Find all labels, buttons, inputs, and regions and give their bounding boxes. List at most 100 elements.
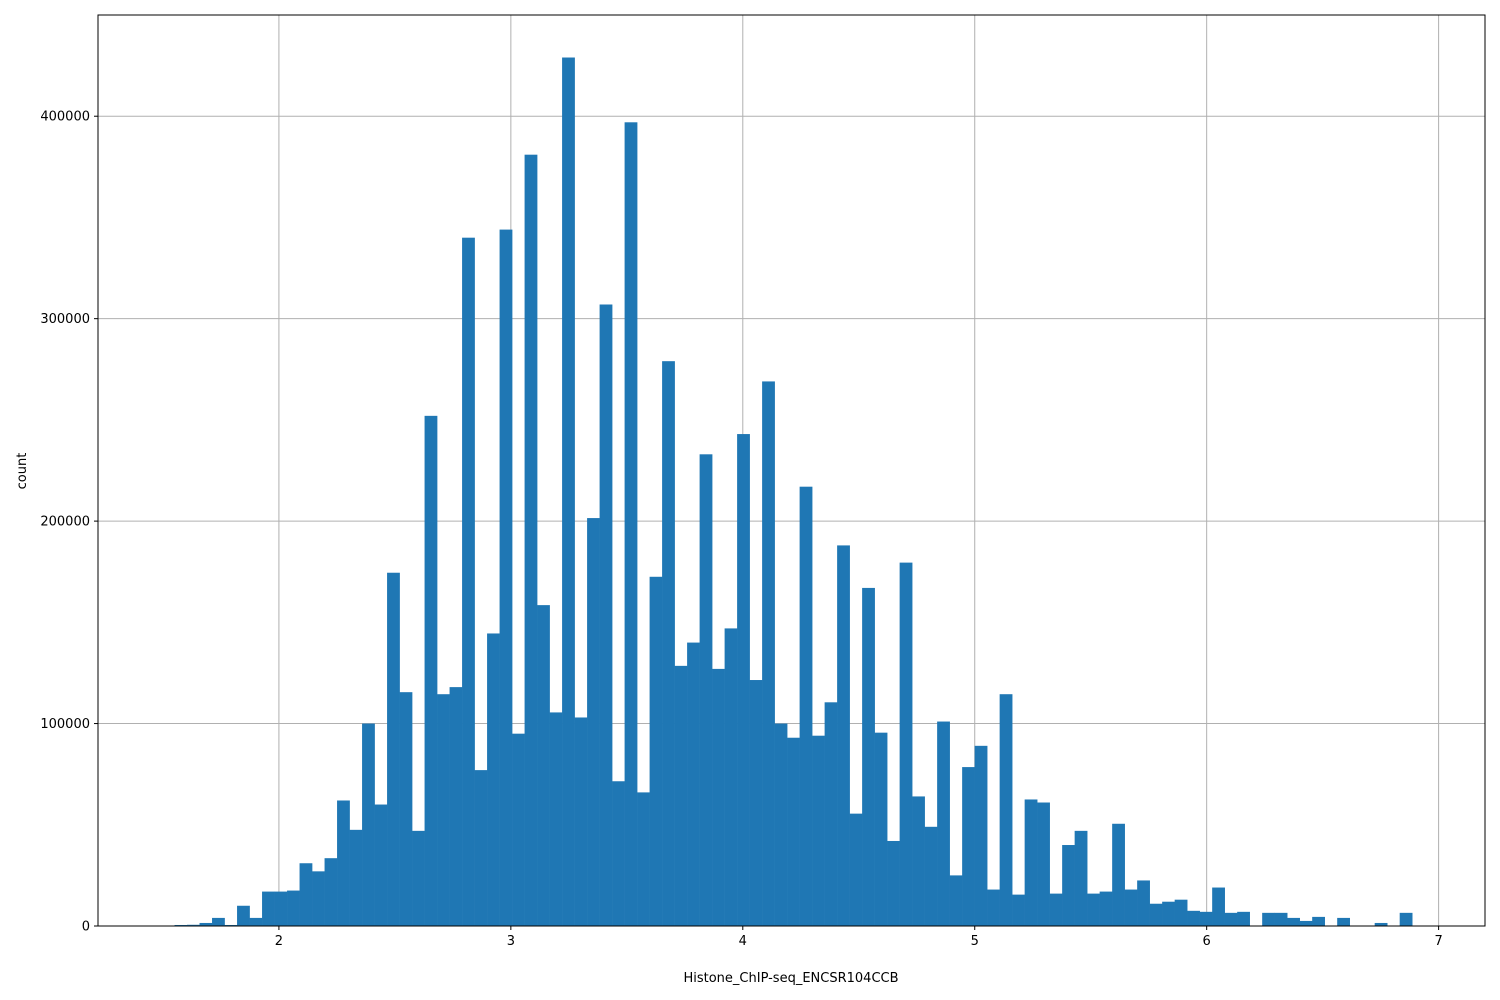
histogram-bar [624, 122, 638, 927]
histogram-bar [674, 665, 688, 926]
histogram-bar [1299, 920, 1313, 926]
x-tick-label: 4 [739, 934, 747, 949]
histogram-bar [662, 361, 675, 926]
histogram-bar [362, 723, 375, 926]
histogram-bar [1112, 823, 1125, 926]
histogram-bar [962, 767, 975, 926]
histogram-bar [1212, 887, 1225, 926]
histogram-bar [837, 545, 850, 926]
histogram-bar [699, 454, 713, 926]
histogram-bar [1374, 922, 1388, 926]
histogram-bar [562, 57, 575, 927]
histogram-bar [649, 576, 663, 926]
histogram-bar [1074, 830, 1088, 926]
histogram-bar [537, 605, 550, 926]
histogram-bar [1024, 799, 1038, 926]
histogram-bar [1224, 912, 1238, 926]
x-axis-ticks: 2 3 4 5 6 7 [275, 926, 1443, 949]
histogram-bar [724, 628, 738, 926]
histogram-bar [937, 721, 950, 926]
histogram-bar [1199, 911, 1213, 926]
x-tick-label: 7 [1434, 934, 1442, 949]
x-axis-label: Histone_ChIP-seq_ENCSR104CCB [683, 971, 898, 986]
x-tick-label: 6 [1203, 934, 1211, 949]
histogram-bar [549, 712, 563, 926]
histogram-bar [337, 800, 350, 926]
histogram-bar [987, 889, 1000, 926]
histogram-bar [1399, 912, 1413, 926]
histogram-bar [999, 694, 1013, 926]
histogram-bar [499, 229, 513, 926]
histogram-bar [574, 717, 588, 926]
histogram-bar [449, 687, 463, 926]
histogram-bar [1087, 893, 1100, 926]
histogram-bar [287, 890, 300, 926]
y-tick-label: 400000 [40, 110, 90, 125]
histogram-bar [1099, 891, 1113, 926]
histogram-bar [737, 434, 750, 926]
histogram-bar [812, 735, 825, 926]
histogram-bar [899, 562, 913, 926]
histogram-bar [199, 922, 213, 926]
histogram-bar [474, 770, 488, 926]
histogram-bar [324, 858, 338, 926]
histogram-bar [462, 237, 475, 926]
histogram-bar [212, 917, 225, 926]
histogram-bar [249, 917, 263, 926]
histogram-bar [312, 871, 325, 926]
x-tick-label: 2 [275, 934, 283, 949]
histogram-bar [637, 792, 650, 926]
histogram-bar [599, 304, 613, 926]
histogram-bar [762, 381, 775, 926]
histogram-bar [824, 702, 838, 926]
histogram-bar [1012, 894, 1025, 926]
histogram-bar [274, 891, 288, 926]
histogram-bar [524, 154, 538, 927]
histogram-bar [1287, 917, 1300, 926]
histogram-bar [924, 826, 938, 926]
histogram-bar [437, 694, 450, 926]
histogram-bar [1124, 889, 1138, 926]
histogram-bar [799, 486, 813, 926]
plot-frame [97, 14, 1486, 927]
histogram-bar [187, 924, 200, 926]
histogram-bar [862, 587, 875, 926]
histogram-bar [1162, 901, 1175, 926]
histogram-bar [487, 633, 500, 926]
histogram-bar [1049, 893, 1063, 926]
histogram-bar [912, 796, 925, 926]
histogram-bar [174, 924, 188, 926]
histogram-bar [1062, 845, 1075, 926]
histogram-bar [224, 924, 238, 926]
histogram-bar [237, 905, 250, 926]
histogram-bar [399, 692, 413, 926]
histogram-bar [387, 572, 400, 926]
histogram-bar [612, 781, 625, 926]
histogram-bar [887, 840, 900, 926]
histogram-bar [1262, 912, 1275, 926]
y-axis-label: count [15, 453, 30, 490]
y-tick-label: 0 [82, 920, 90, 935]
histogram-bars [174, 57, 1413, 927]
histogram-bar [1187, 910, 1200, 926]
histogram-bar [512, 733, 525, 926]
histogram-bar [1337, 917, 1350, 926]
histogram-bar [374, 804, 388, 926]
y-axis-ticks: 0 100000 200000 300000 400000 [40, 110, 98, 935]
histogram-bar [849, 813, 863, 926]
histogram-bar [974, 745, 988, 926]
histogram-bar [262, 891, 275, 926]
histogram-bar [587, 518, 600, 926]
histogram-bar [949, 875, 963, 926]
y-tick-label: 100000 [40, 717, 90, 732]
histogram-bar [349, 829, 363, 926]
histogram-bar [1274, 912, 1288, 926]
histogram-bar [1149, 903, 1163, 926]
y-tick-label: 300000 [40, 312, 90, 327]
histogram-bar [1137, 880, 1150, 926]
histogram-bar [1312, 916, 1325, 926]
histogram-bar [712, 668, 725, 926]
histogram-bar [774, 723, 788, 926]
y-tick-label: 200000 [40, 515, 90, 530]
